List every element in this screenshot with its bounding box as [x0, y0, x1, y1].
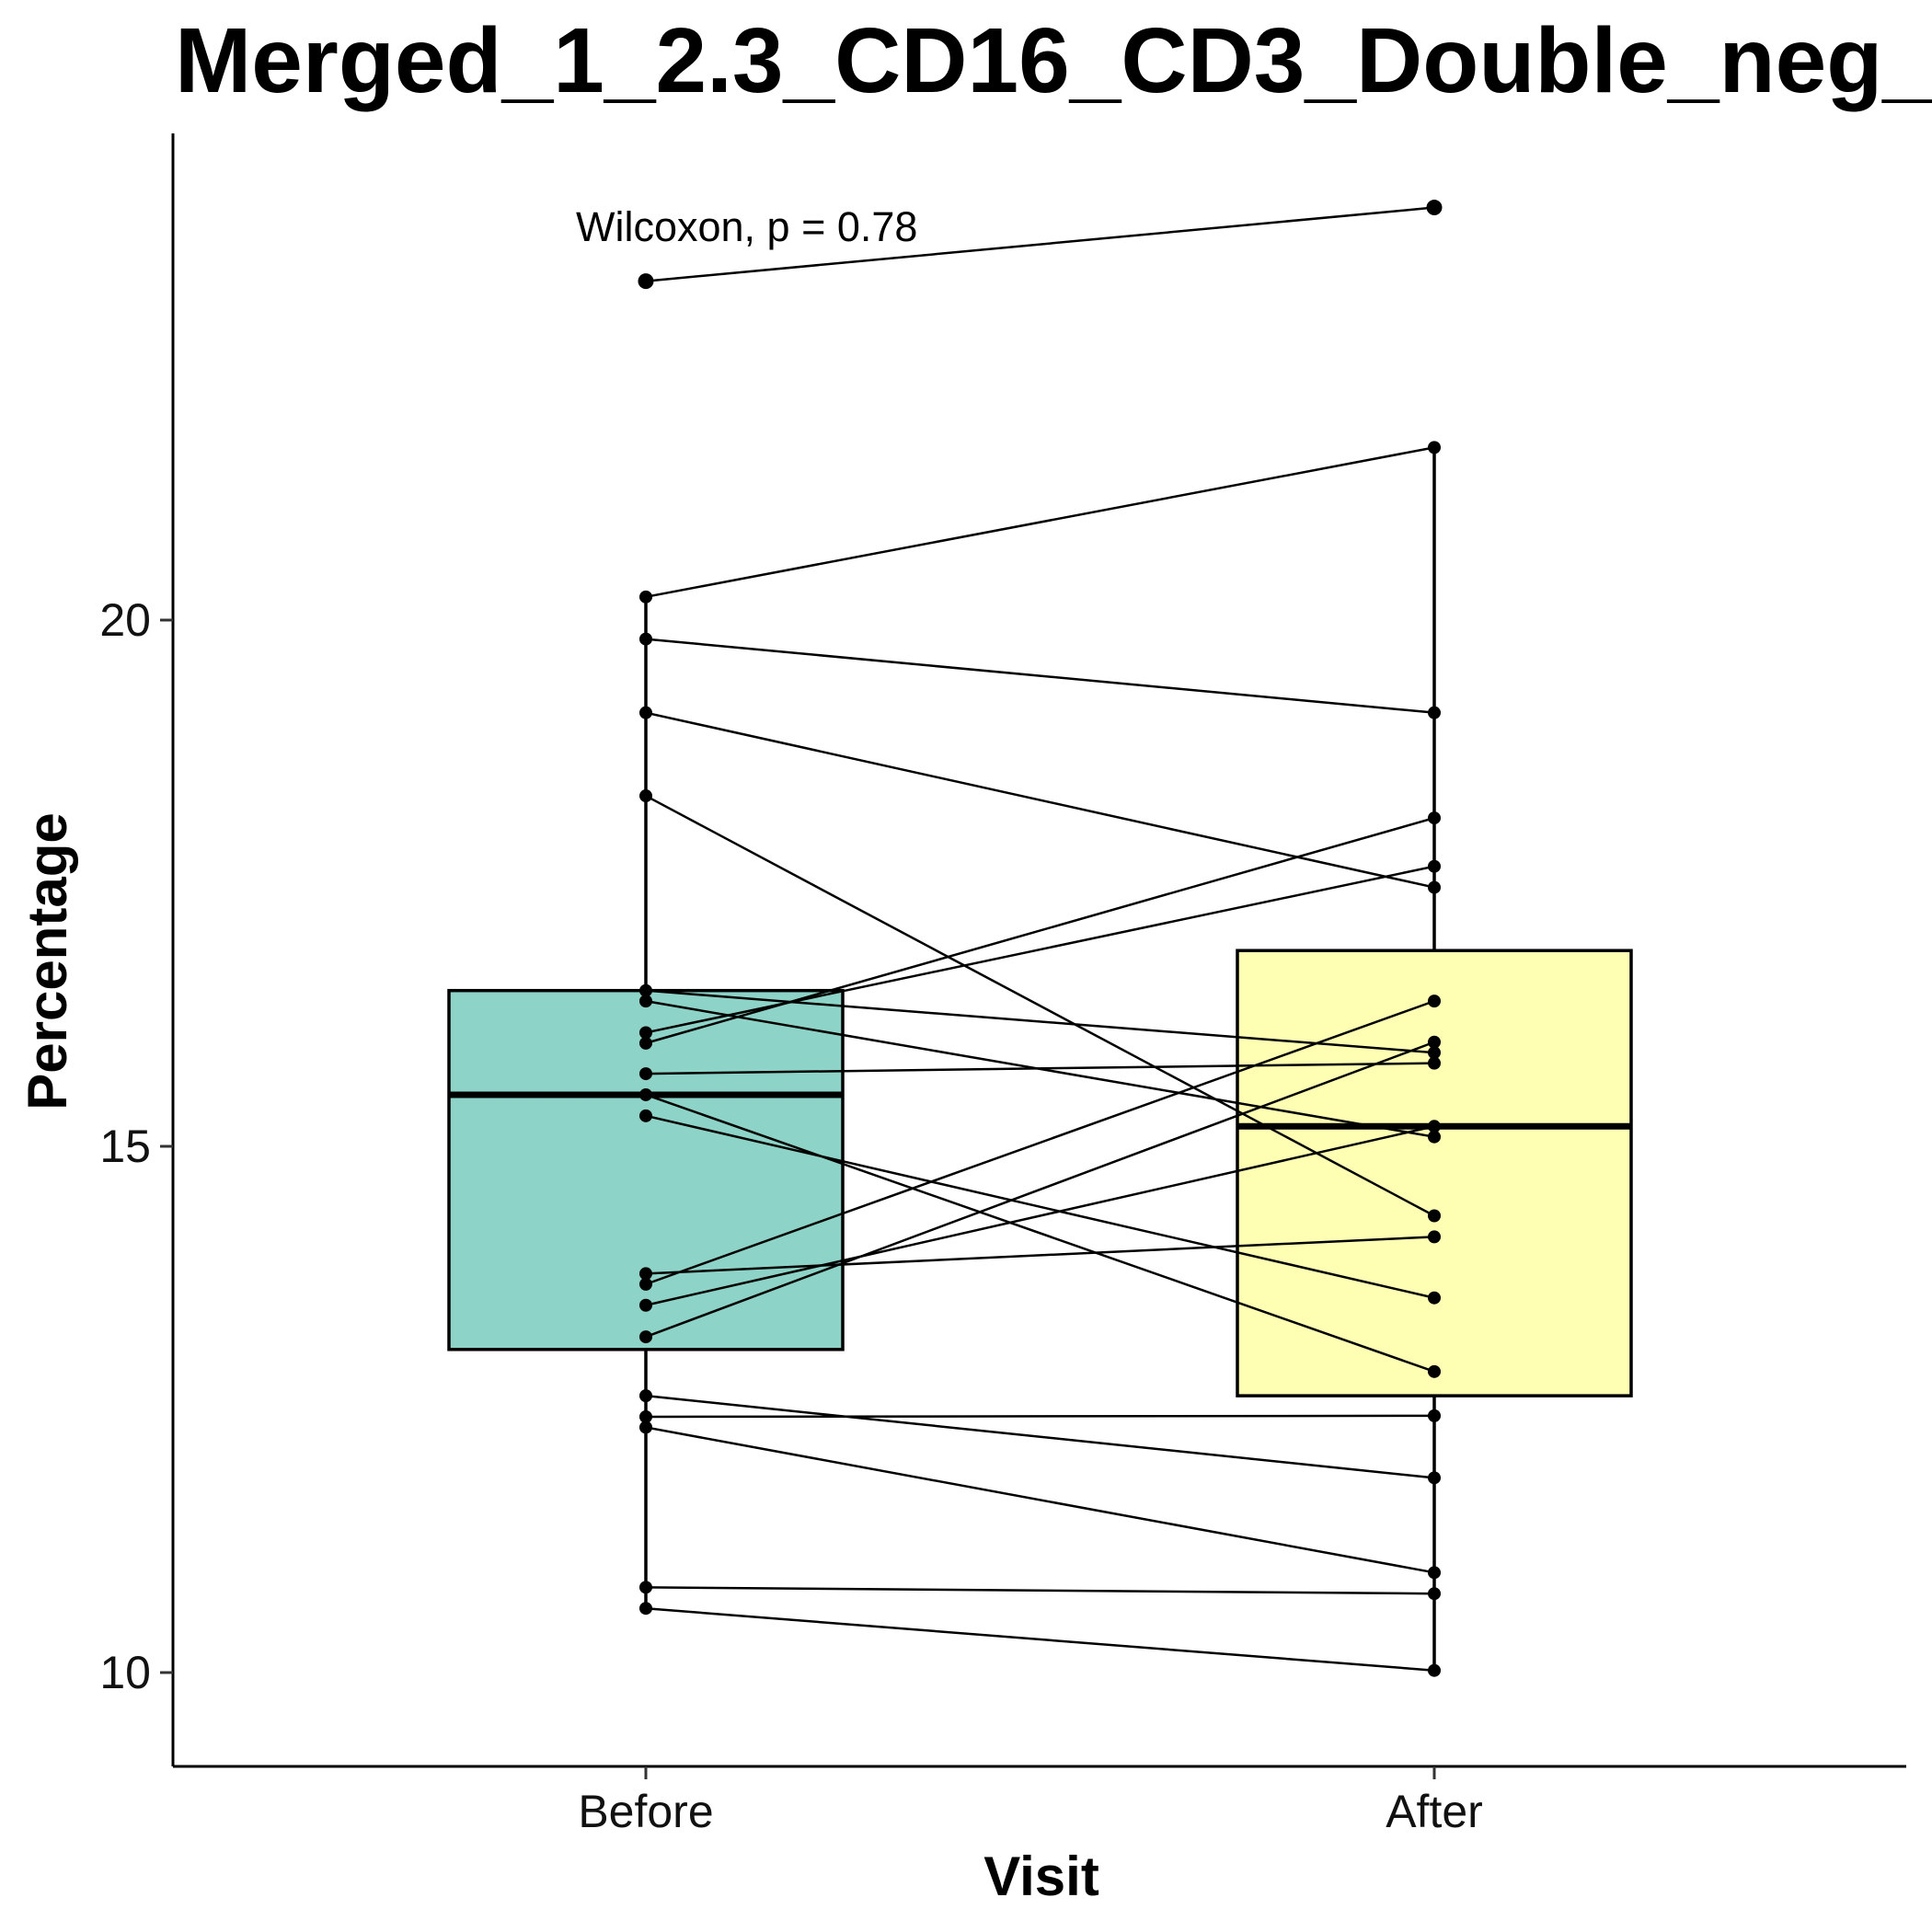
y-tick-label-20: 20 — [99, 594, 151, 646]
after-point-6 — [1428, 1046, 1441, 1060]
before-point-10 — [639, 1067, 652, 1081]
pair-line-9 — [645, 816, 1435, 1045]
after-point-17 — [1428, 1471, 1441, 1485]
y-tick-label-15: 15 — [99, 1121, 151, 1172]
x-tick-label-after: After — [1386, 1786, 1483, 1837]
y-tick-label-10: 10 — [99, 1647, 151, 1698]
paired-lines — [645, 206, 1435, 1672]
after-point-2 — [1428, 441, 1441, 454]
after-point-19 — [1428, 1566, 1441, 1580]
before-point-1 — [638, 273, 654, 290]
after-point-18 — [1428, 1409, 1441, 1422]
axes: 10 15 20 Before After — [99, 133, 1906, 1837]
pair-line-17 — [645, 1394, 1435, 1479]
pair-line-5 — [645, 794, 1435, 1217]
after-point-16 — [1428, 1035, 1441, 1049]
before-point-11 — [639, 1087, 652, 1101]
pair-line-1 — [645, 206, 1435, 282]
after-point-9 — [1428, 811, 1441, 825]
after-point-13 — [1428, 1230, 1441, 1244]
pair-line-11 — [645, 1093, 1435, 1373]
before-point-21 — [639, 1602, 652, 1616]
after-point-21 — [1428, 1663, 1441, 1677]
pair-line-14 — [645, 999, 1435, 1286]
after-point-4 — [1428, 880, 1441, 894]
after-box — [1236, 949, 1633, 1397]
pair-line-4 — [645, 711, 1435, 889]
wilcoxon-annotation: Wilcoxon, p = 0.78 — [576, 203, 917, 250]
before-point-8 — [639, 1026, 652, 1040]
pair-line-20 — [645, 1586, 1435, 1595]
before-point-7 — [639, 995, 652, 1008]
before-point-4 — [639, 706, 652, 719]
before-point-9 — [639, 1036, 652, 1050]
pair-line-15 — [645, 1125, 1435, 1306]
before-point-19 — [639, 1420, 652, 1434]
before-point-13 — [639, 1267, 652, 1281]
pair-line-12 — [645, 1114, 1435, 1299]
before-point-14 — [639, 1277, 652, 1291]
x-tick-label-before: Before — [578, 1786, 713, 1837]
chart-title: Merged_1_2.3_CD16_CD3_Double_neg_ — [175, 9, 1932, 112]
pair-line-6 — [645, 989, 1435, 1054]
after-point-5 — [1428, 1209, 1441, 1223]
before-point-18 — [639, 1410, 652, 1424]
before-point-3 — [639, 632, 652, 646]
x-axis-title: Visit — [983, 1846, 1099, 1907]
after-point-3 — [1428, 706, 1441, 719]
after-point-12 — [1428, 1291, 1441, 1305]
data-points — [638, 200, 1443, 1677]
before-point-20 — [639, 1581, 652, 1594]
y-axis-title: Percentage — [17, 812, 78, 1110]
after-point-20 — [1428, 1587, 1441, 1601]
after-point-1 — [1426, 200, 1443, 216]
after-point-15 — [1428, 1120, 1441, 1133]
pair-line-21 — [645, 1606, 1435, 1672]
after-point-11 — [1428, 1364, 1441, 1378]
before-point-15 — [639, 1298, 652, 1312]
after-point-14 — [1428, 995, 1441, 1008]
before-point-12 — [639, 1109, 652, 1122]
after-point-8 — [1428, 859, 1441, 873]
after-point-10 — [1428, 1056, 1441, 1070]
pair-line-19 — [645, 1426, 1435, 1574]
before-point-17 — [639, 1389, 652, 1403]
pair-line-10 — [645, 1062, 1435, 1075]
before-point-6 — [639, 983, 652, 997]
pair-line-16 — [645, 1041, 1435, 1339]
pair-line-2 — [645, 446, 1435, 599]
before-point-5 — [639, 789, 652, 803]
before-point-16 — [639, 1330, 652, 1344]
boxplots — [447, 447, 1633, 1671]
pair-line-13 — [645, 1236, 1435, 1275]
before-point-2 — [639, 590, 652, 604]
pair-line-18 — [645, 1414, 1435, 1419]
pair-line-3 — [645, 638, 1435, 714]
after-point-7 — [1428, 1130, 1441, 1144]
